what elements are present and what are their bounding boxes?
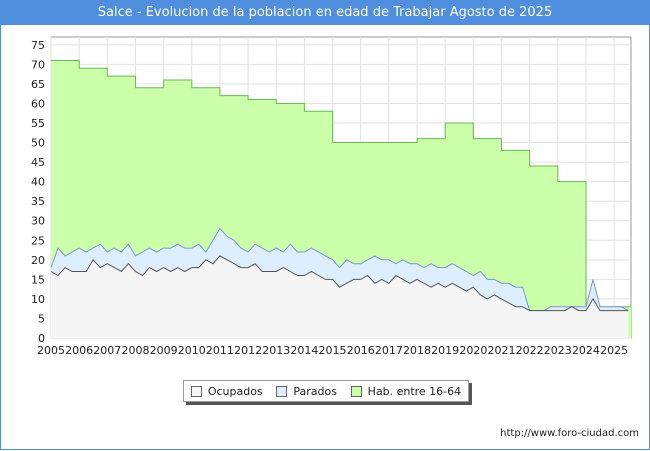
x-tick-label: 2023 <box>544 344 572 357</box>
legend-label-ocupados: Ocupados <box>207 384 263 398</box>
x-tick-label: 2017 <box>375 344 403 357</box>
x-tick-label: 2011 <box>206 344 234 357</box>
legend-item-habitantes: Hab. entre 16-64 <box>350 384 462 398</box>
x-tick-label: 2016 <box>347 344 375 357</box>
legend-item-parados: Parados <box>276 385 337 398</box>
y-tick-label: 0 <box>38 332 45 345</box>
x-axis-ticks: 2005 2006 2007 2008 2009 2010 2011 2012 2013 2014… <box>37 344 628 357</box>
x-tick-label: 2022 <box>516 344 544 357</box>
x-tick-label: 2005 <box>37 344 65 357</box>
y-tick-label: 75 <box>31 39 45 52</box>
x-tick-label: 2021 <box>487 344 515 357</box>
legend-item-ocupados: Ocupados <box>190 384 263 398</box>
y-tick-label: 55 <box>31 117 45 130</box>
y-tick-label: 40 <box>31 176 45 189</box>
x-tick-label: 2012 <box>234 344 262 357</box>
y-tick-label: 5 <box>38 312 45 325</box>
x-tick-label: 2009 <box>150 344 178 357</box>
x-tick-label: 2007 <box>93 344 121 357</box>
legend-label-parados: Parados <box>293 384 337 398</box>
x-tick-label: 2006 <box>65 344 93 357</box>
x-tick-label: 2014 <box>290 344 318 357</box>
x-tick-label: 2025 <box>600 344 628 357</box>
x-tick-label: 2013 <box>262 344 290 357</box>
chart-title: Salce - Evolucion de la poblacion en eda… <box>1 1 649 25</box>
source-link[interactable]: http://www.foro-ciudad.com <box>500 428 639 439</box>
y-tick-label: 65 <box>31 78 45 91</box>
line-ocupados <box>50 255 629 312</box>
legend: Ocupados Parados Hab. entre 16-64 <box>183 380 469 402</box>
y-tick-label: 30 <box>31 215 45 228</box>
legend-swatch-parados <box>276 385 288 397</box>
area-ocupados <box>51 255 629 338</box>
y-tick-label: 15 <box>31 273 45 286</box>
x-tick-label: 2020 <box>459 344 487 357</box>
line-hab-entre-16-64 <box>51 60 631 308</box>
y-axis-ticks: 0 5 10 15 20 25 30 35 40 45 50 55 60 65 70 75 <box>31 39 45 345</box>
x-tick-label: 2010 <box>178 344 206 357</box>
y-tick-label: 10 <box>31 293 45 306</box>
y-tick-label: 50 <box>31 137 45 150</box>
x-tick-label: 2024 <box>572 344 600 357</box>
area-series <box>50 60 631 338</box>
legend-swatch-habitantes <box>350 385 362 397</box>
x-tick-label: 2008 <box>121 344 149 357</box>
x-tick-label: 2018 <box>403 344 431 357</box>
x-tick-label: 2015 <box>319 344 347 357</box>
y-tick-label: 35 <box>31 195 45 208</box>
y-tick-label: 70 <box>31 58 45 71</box>
y-tick-label: 20 <box>31 254 45 267</box>
y-tick-label: 45 <box>31 156 45 169</box>
legend-label-habitantes: Hab. entre 16-64 <box>367 384 462 398</box>
y-tick-label: 25 <box>31 234 45 247</box>
y-tick-label: 60 <box>31 97 45 110</box>
x-tick-label: 2019 <box>431 344 459 357</box>
legend-swatch-ocupados <box>190 385 202 397</box>
